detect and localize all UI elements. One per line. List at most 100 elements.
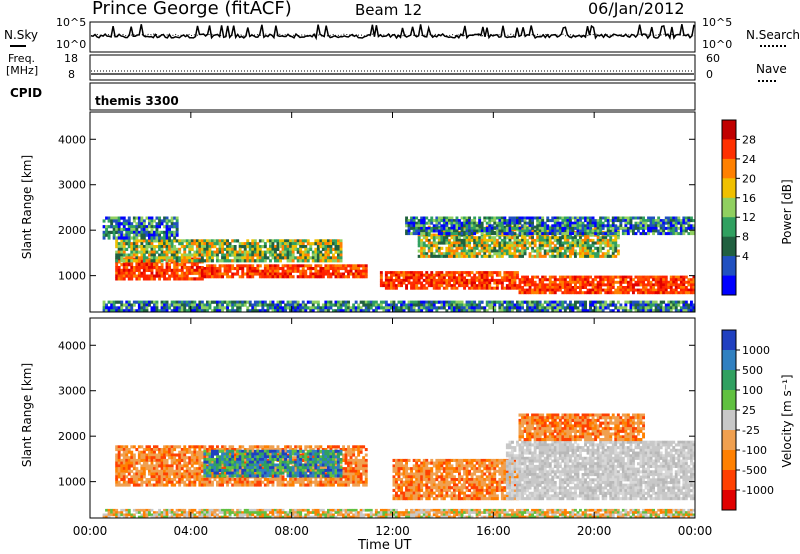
data-cell-2 [473, 273, 477, 277]
data-cell-3 [684, 286, 688, 289]
data-cell-8 [206, 300, 209, 304]
data-cell-5 [437, 233, 441, 237]
data-cell-1 [218, 267, 222, 271]
data-cell-3 [601, 288, 605, 292]
data-cell-0 [168, 448, 171, 452]
data-cell-7 [566, 226, 570, 230]
data-cell-0 [130, 445, 134, 449]
data-cell-5 [432, 238, 436, 242]
data-cell-4 [140, 247, 144, 251]
data-cell-8 [387, 309, 391, 313]
data-cell-8 [606, 303, 610, 307]
data-cell-6 [145, 227, 149, 232]
data-cell-1 [291, 264, 295, 268]
data-cell-8 [637, 300, 640, 304]
data-cell-4 [258, 239, 262, 243]
data-cell-7 [543, 232, 547, 236]
data-cell-7 [541, 221, 545, 225]
data-cell-0 [175, 480, 179, 484]
data-cell-8 [301, 309, 305, 313]
data-cell-8 [657, 303, 661, 307]
data-cell-2 [488, 273, 492, 277]
data-cell-0 [175, 266, 179, 270]
data-cell-7 [652, 232, 655, 236]
data-cell-0 [175, 469, 179, 473]
data-cell-2 [470, 284, 474, 288]
data-cell-3 [558, 288, 562, 292]
data-cell-0 [125, 480, 129, 484]
data-cell-2 [508, 276, 512, 280]
data-cell-0 [142, 469, 146, 473]
data-cell-1 [263, 272, 267, 276]
data-cell-0 [130, 464, 134, 468]
data-cell-0 [148, 458, 151, 462]
data-cell-1 [314, 267, 318, 271]
data-cell-2 [392, 271, 396, 275]
data-cell-5 [468, 238, 471, 242]
data-cell-8 [263, 309, 267, 313]
data-cell-7 [576, 216, 580, 220]
data-cell-3 [674, 275, 678, 279]
data-cell-3 [629, 275, 633, 279]
data-cell-0 [137, 266, 141, 270]
data-cell-4 [125, 242, 129, 246]
data-cell-7 [629, 219, 633, 223]
data-cell-0 [148, 469, 151, 473]
data-cell-7 [586, 224, 590, 228]
data-cell-1 [316, 275, 320, 279]
data-cell-2 [483, 284, 487, 288]
data-cell-5 [475, 246, 479, 250]
data-cell-0 [132, 467, 136, 471]
ytick-label: 1000 [58, 270, 86, 283]
power-data-layer [102, 216, 696, 313]
data-cell-6 [110, 222, 114, 226]
data-cell-4 [248, 259, 252, 263]
data-cell-3 [609, 275, 613, 279]
data-cell-1 [221, 264, 224, 268]
data-cell-8 [430, 300, 434, 304]
data-cell-8 [218, 309, 222, 313]
data-cell-8 [672, 306, 676, 310]
data-cell-7 [589, 219, 592, 223]
data-cell-0 [233, 448, 237, 452]
data-cell-8 [198, 309, 202, 313]
data-cell-7 [589, 221, 592, 225]
data-cell-8 [173, 303, 177, 307]
data-cell-8 [289, 306, 292, 310]
data-cell-0 [142, 458, 146, 462]
data-cell-0 [223, 480, 227, 484]
data-cell-3 [647, 288, 650, 292]
data-cell-4 [233, 247, 237, 251]
data-cell-7 [566, 219, 570, 223]
data-cell-7 [664, 226, 668, 230]
data-cell-7 [490, 226, 494, 230]
data-cell-4 [160, 256, 164, 260]
data-cell-0 [140, 469, 144, 473]
data-cell-5 [513, 233, 517, 237]
data-cell-6 [165, 225, 169, 229]
data-cell-3 [528, 280, 532, 284]
data-cell-1 [332, 272, 335, 276]
data-cell-0 [211, 483, 214, 487]
data-cell-0 [140, 478, 144, 482]
data-cell-7 [442, 232, 446, 236]
data-cell-4 [125, 247, 129, 251]
data-cell-3 [531, 280, 534, 284]
data-cell-6 [112, 230, 116, 234]
data-cell-3 [606, 280, 610, 284]
data-cell-8 [420, 306, 424, 310]
data-cell-1 [311, 272, 315, 276]
data-cell-0 [180, 467, 184, 471]
data-cell-8 [379, 303, 383, 307]
data-cell-3 [579, 283, 582, 287]
data-cell-5 [445, 238, 449, 242]
data-cell-6 [150, 222, 154, 226]
data-cell-7 [611, 221, 615, 225]
data-cell-8 [243, 300, 247, 304]
data-cell-5 [601, 246, 605, 250]
data-cell-7 [611, 219, 615, 223]
data-cell-0 [165, 266, 169, 270]
data-cell-5 [427, 246, 431, 250]
data-cell-5 [455, 236, 459, 240]
data-cell-2 [420, 286, 424, 290]
